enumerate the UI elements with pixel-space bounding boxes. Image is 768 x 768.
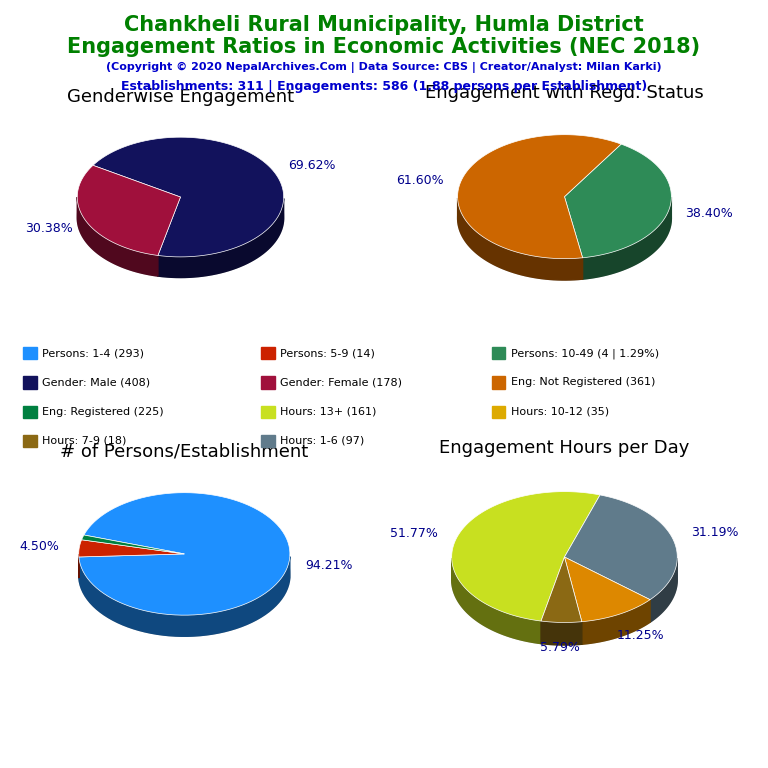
Text: Hours: 10-12 (35): Hours: 10-12 (35): [511, 406, 609, 417]
Polygon shape: [650, 558, 677, 622]
Polygon shape: [458, 134, 621, 259]
Polygon shape: [78, 158, 283, 277]
Polygon shape: [79, 493, 290, 615]
Title: Engagement Hours per Day: Engagement Hours per Day: [439, 439, 690, 458]
Text: Persons: 1-4 (293): Persons: 1-4 (293): [42, 348, 144, 359]
Polygon shape: [78, 197, 158, 276]
Text: Engagement Ratios in Economic Activities (NEC 2018): Engagement Ratios in Economic Activities…: [68, 37, 700, 57]
Text: 51.77%: 51.77%: [390, 527, 439, 540]
Title: Engagement with Regd. Status: Engagement with Regd. Status: [425, 84, 703, 102]
Text: Persons: 5-9 (14): Persons: 5-9 (14): [280, 348, 376, 359]
Polygon shape: [582, 600, 650, 644]
Text: 61.60%: 61.60%: [396, 174, 444, 187]
Polygon shape: [541, 621, 582, 645]
Text: 30.38%: 30.38%: [25, 223, 73, 236]
Text: 69.62%: 69.62%: [288, 159, 336, 172]
Text: 5.79%: 5.79%: [540, 641, 580, 654]
Text: Chankheli Rural Municipality, Humla District: Chankheli Rural Municipality, Humla Dist…: [124, 15, 644, 35]
Text: Hours: 13+ (161): Hours: 13+ (161): [280, 406, 376, 417]
Polygon shape: [452, 492, 600, 621]
Polygon shape: [81, 535, 184, 554]
Polygon shape: [79, 514, 290, 636]
Polygon shape: [564, 495, 677, 600]
Text: Hours: 7-9 (18): Hours: 7-9 (18): [42, 435, 127, 446]
Text: 11.25%: 11.25%: [617, 630, 664, 643]
Text: 94.21%: 94.21%: [305, 558, 353, 571]
Text: Hours: 1-6 (97): Hours: 1-6 (97): [280, 435, 365, 446]
Polygon shape: [158, 198, 283, 277]
Polygon shape: [452, 558, 541, 644]
Text: 31.19%: 31.19%: [690, 526, 738, 539]
Title: Genderwise Engagement: Genderwise Engagement: [67, 88, 294, 106]
Text: (Copyright © 2020 NepalArchives.Com | Data Source: CBS | Creator/Analyst: Milan : (Copyright © 2020 NepalArchives.Com | Da…: [106, 61, 662, 72]
Polygon shape: [93, 137, 283, 257]
Text: Gender: Female (178): Gender: Female (178): [280, 377, 402, 388]
Text: Persons: 10-49 (4 | 1.29%): Persons: 10-49 (4 | 1.29%): [511, 348, 659, 359]
Polygon shape: [583, 197, 671, 279]
Polygon shape: [458, 198, 583, 280]
Text: Eng: Registered (225): Eng: Registered (225): [42, 406, 164, 417]
Title: # of Persons/Establishment: # of Persons/Establishment: [60, 442, 309, 461]
Polygon shape: [79, 540, 184, 557]
Polygon shape: [564, 557, 650, 621]
Text: 4.50%: 4.50%: [19, 540, 59, 553]
Polygon shape: [541, 557, 582, 622]
Polygon shape: [78, 165, 180, 256]
Polygon shape: [564, 144, 671, 258]
Text: Gender: Male (408): Gender: Male (408): [42, 377, 151, 388]
Polygon shape: [458, 156, 671, 280]
Polygon shape: [79, 557, 290, 636]
Polygon shape: [452, 515, 677, 645]
Text: Eng: Not Registered (361): Eng: Not Registered (361): [511, 377, 655, 388]
Text: Establishments: 311 | Engagements: 586 (1.88 persons per Establishment): Establishments: 311 | Engagements: 586 (…: [121, 80, 647, 93]
Text: 38.40%: 38.40%: [685, 207, 733, 220]
